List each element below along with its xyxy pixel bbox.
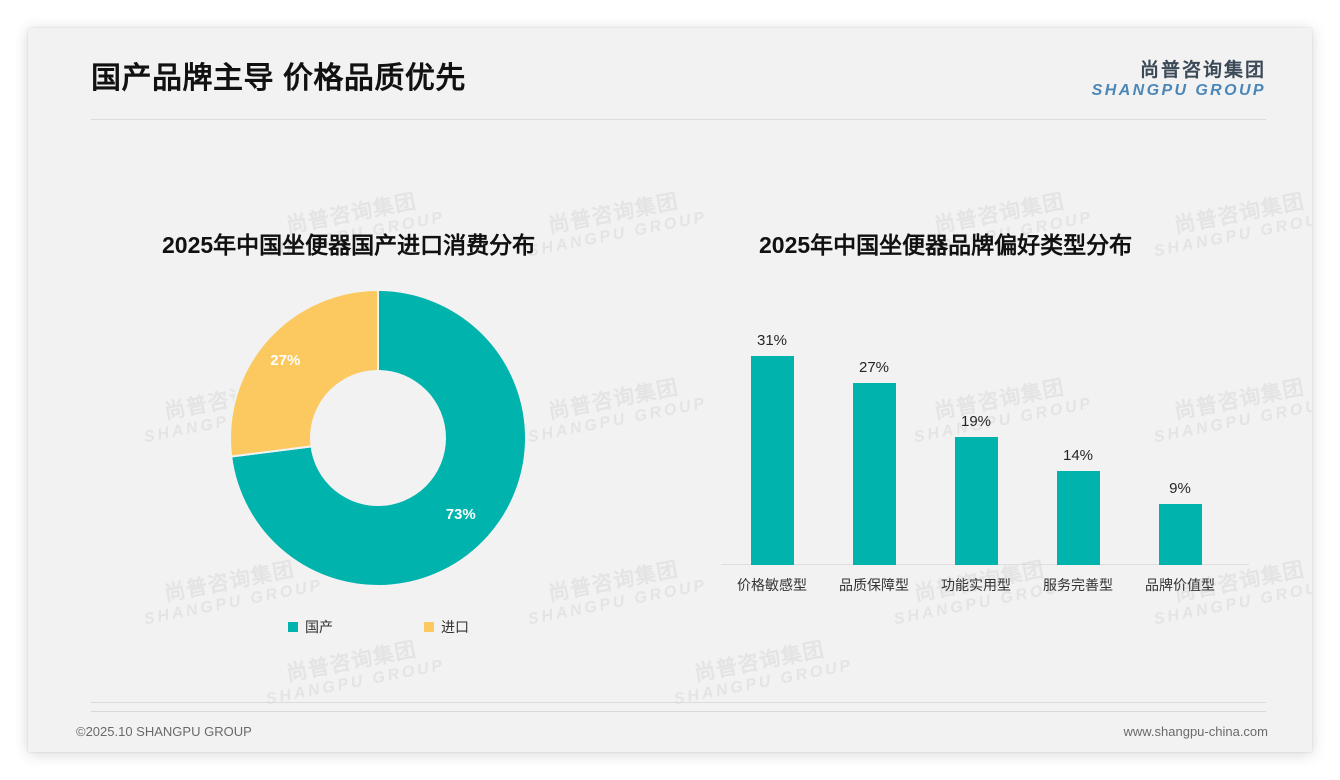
slide-header: 国产品牌主导 价格品质优先 尚普咨询集团 SHANGPU GROUP: [28, 28, 1312, 120]
bar-rect[interactable]: [852, 382, 896, 565]
footer-copyright: ©2025.10 SHANGPU GROUP: [76, 724, 252, 739]
watermark-english-text: SHANGPU GROUP: [526, 208, 709, 261]
bar-chart-title: 2025年中国坐便器品牌偏好类型分布: [759, 232, 1133, 258]
bar-column: 27% 品质保障型: [823, 359, 925, 593]
brand-logo: 尚普咨询集团 SHANGPU GROUP: [1092, 61, 1266, 100]
bar-value-label: 31%: [756, 331, 788, 349]
bar-rect[interactable]: [954, 436, 998, 565]
bar-category-label: 功能实用型: [941, 577, 1011, 593]
footnote-divider: [91, 702, 1266, 703]
bar-value-label: 19%: [960, 412, 992, 430]
bar-rect[interactable]: [1056, 470, 1100, 565]
bar-rect[interactable]: [750, 355, 794, 565]
donut-hole: [310, 370, 446, 506]
header-divider: [91, 119, 1266, 120]
donut-chart-svg: [229, 288, 528, 587]
watermark-chinese-text: 尚普咨询集团: [546, 558, 681, 606]
bar-category-label: 品质保障型: [839, 577, 909, 593]
logo-chinese-text: 尚普咨询集团: [1139, 60, 1266, 81]
legend-label-domestic: 国产: [305, 619, 333, 635]
bar-category-label: 服务完善型: [1043, 577, 1113, 593]
slide-footer: ©2025.10 SHANGPU GROUP www.shangpu-china…: [28, 712, 1312, 752]
donut-slice-label-imported: 27%: [270, 351, 301, 369]
bar-value-label: 14%: [1062, 446, 1094, 464]
watermark-chinese-text: 尚普咨询集团: [546, 190, 681, 238]
bar-column: 19% 功能实用型: [925, 413, 1027, 593]
watermark-english-text: SHANGPU GROUP: [526, 576, 709, 629]
bar-category-label: 价格敏感型: [737, 577, 807, 593]
legend-swatch-icon-domestic: [288, 622, 298, 632]
bar-category-label: 品牌价值型: [1145, 577, 1215, 593]
watermark-chinese-text: 尚普咨询集团: [1172, 190, 1307, 238]
watermark-english-text: SHANGPU GROUP: [1152, 208, 1312, 261]
watermark-chinese-text: 尚普咨询集团: [284, 638, 419, 686]
legend-item-imported[interactable]: 进口: [424, 617, 469, 637]
bar-column: 31% 价格敏感型: [721, 332, 823, 593]
bar-rect[interactable]: [1158, 504, 1202, 565]
footer-website[interactable]: www.shangpu-china.com: [1123, 724, 1268, 739]
bar-value-label: 27%: [858, 358, 890, 376]
donut-slice-label-domestic: 73%: [445, 506, 476, 524]
watermark-english-text: SHANGPU GROUP: [526, 394, 709, 447]
legend-swatch-icon-imported: [424, 622, 434, 632]
legend-item-domestic[interactable]: 国产: [288, 617, 333, 637]
donut-legend: 国产 进口: [228, 617, 548, 639]
slide: 尚普咨询集团 SHANGPU GROUP 尚普咨询集团 SHANGPU GROUP 尚普…: [28, 28, 1312, 752]
watermark-chinese-text: 尚普咨询集团: [692, 638, 827, 686]
bar-value-label: 9%: [1169, 480, 1191, 498]
bar-column: 9% 品牌价值型: [1129, 480, 1231, 593]
page-title: 国产品牌主导 价格品质优先: [91, 62, 466, 95]
watermark-chinese-text: 尚普咨询集团: [546, 376, 681, 424]
footer-divider: [91, 711, 1266, 712]
legend-label-imported: 进口: [441, 619, 469, 635]
logo-english-text: SHANGPU GROUP: [1091, 81, 1266, 99]
bar-chart: 31% 价格敏感型 27% 品质保障型 19% 功能实用型 14% 服务完善型 9% 品牌价值型: [700, 290, 1260, 606]
donut-chart: 73% 27%: [210, 270, 546, 606]
donut-chart-title: 2025年中国坐便器国产进口消费分布: [162, 232, 536, 258]
bar-column: 14% 服务完善型: [1027, 447, 1129, 593]
